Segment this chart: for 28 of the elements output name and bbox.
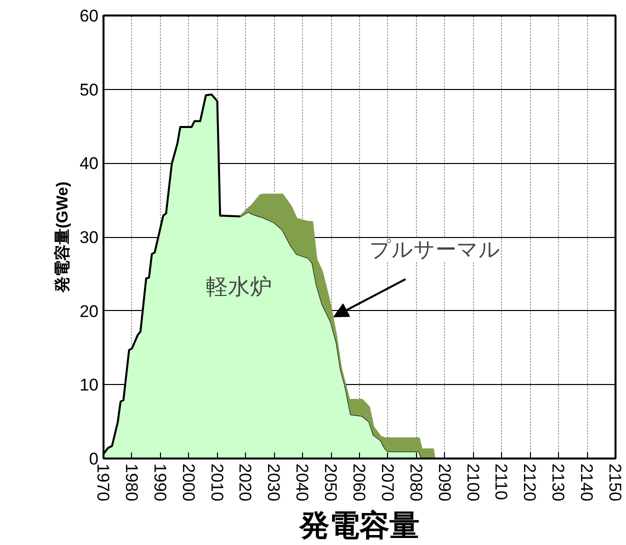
x-tick-label: 1990 [150,464,170,502]
x-tick-label: 1980 [122,464,141,502]
series-label: 軽水炉 [206,274,272,300]
x-tick-label: 2020 [236,464,255,502]
x-tick-label: 2040 [292,464,312,502]
y-tick-label: 30 [80,228,99,247]
x-axis-title: 発電容量 [298,508,420,542]
y-tick-label: 20 [80,302,99,321]
x-tick-label: 2010 [207,464,226,502]
x-tick-label: 2070 [378,464,397,502]
x-tick-label: 2060 [350,464,368,502]
x-tick-label: 2130 [548,464,568,502]
y-tick-label: 60 [80,6,99,26]
x-tick-label: 2110 [492,464,511,500]
x-tick-label: 2000 [178,464,198,502]
x-tick-label: 2150 [606,464,624,502]
y-tick-label: 40 [80,154,99,174]
y-axis-title: 発電容量(GWe) [52,182,72,294]
y-tick-label: 10 [80,376,99,395]
x-tick-label: 2090 [434,464,454,502]
y-tick-label: 50 [80,80,99,100]
x-tick-label: 2120 [520,464,540,502]
x-tick-label: 2140 [577,464,596,502]
x-tick-label: 2100 [463,464,482,502]
x-tick-label: 2050 [321,464,340,502]
x-tick-label: 2030 [264,464,284,502]
text: プルサーマル [370,238,501,262]
x-tick-label: 2080 [406,464,426,502]
